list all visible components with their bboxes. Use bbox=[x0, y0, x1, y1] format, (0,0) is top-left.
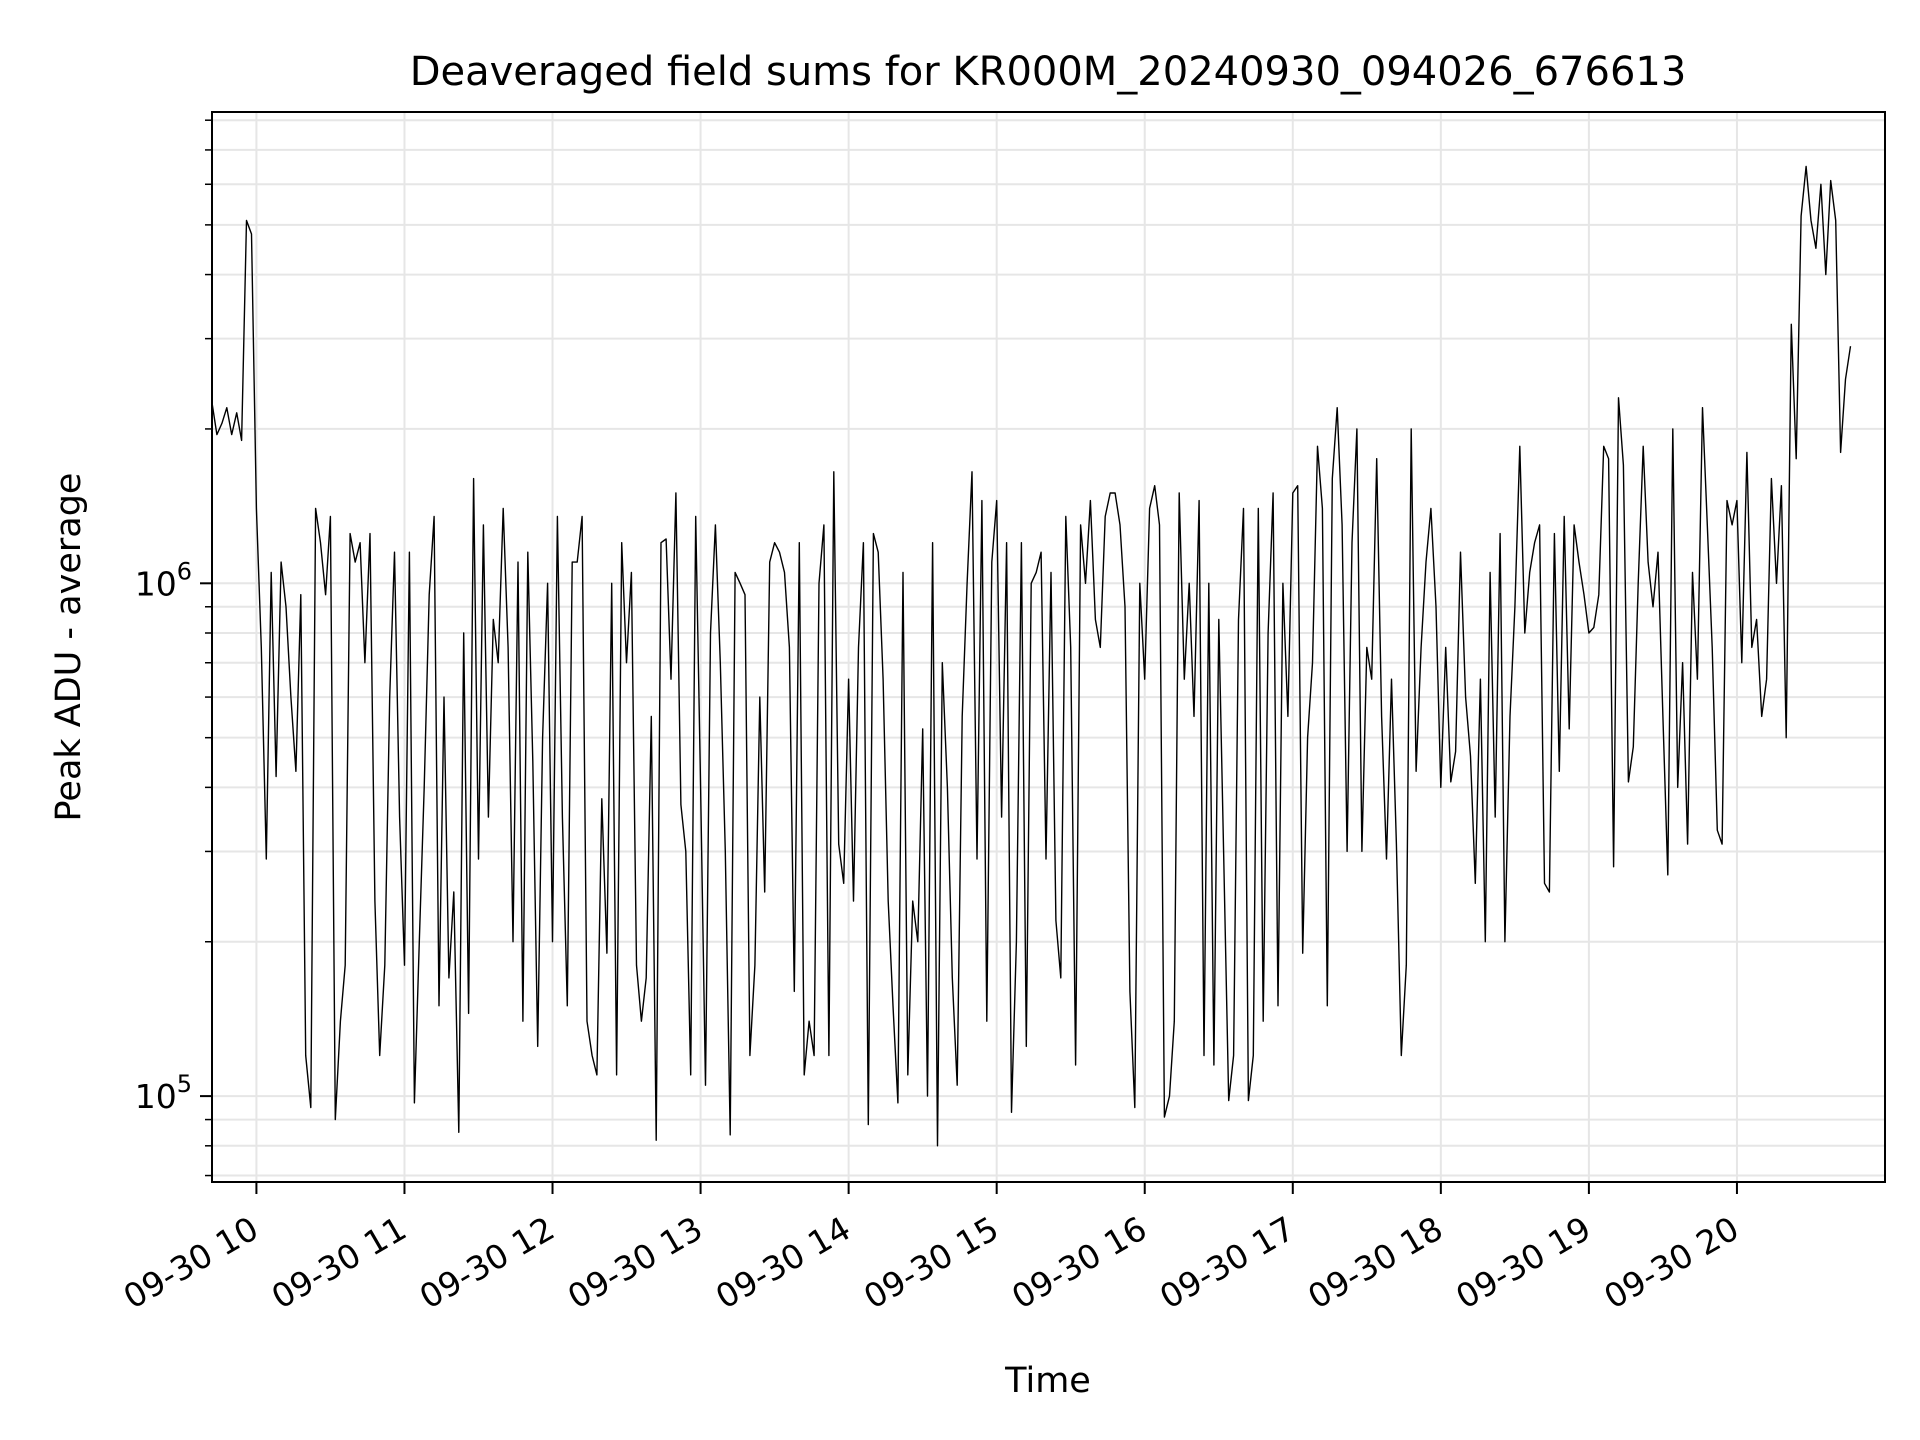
plot-frame bbox=[211, 111, 1886, 1183]
chart-title: Deaveraged field sums for KR000M_2024093… bbox=[410, 49, 1687, 95]
y-tick-label: 106 bbox=[135, 557, 192, 603]
x-axis-label: Time bbox=[1004, 1361, 1091, 1401]
y-tick-label: 105 bbox=[135, 1070, 192, 1116]
grid-lines bbox=[212, 112, 1885, 1182]
series-line bbox=[211, 165, 1852, 1147]
y-axis-label: Peak ADU - average bbox=[49, 473, 89, 822]
series-group bbox=[211, 165, 1852, 1147]
